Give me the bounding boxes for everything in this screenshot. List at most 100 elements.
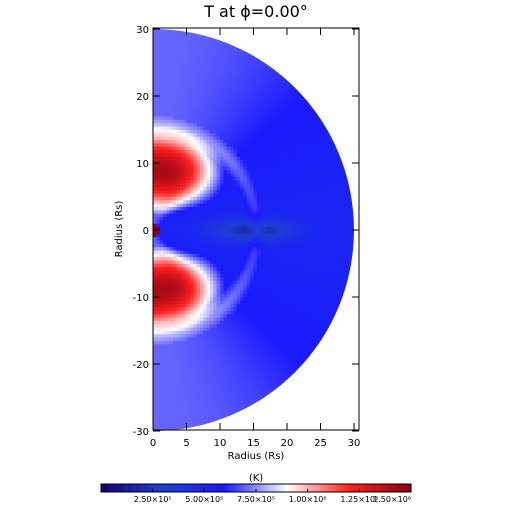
field-cell xyxy=(183,297,187,301)
field-cell xyxy=(209,233,214,238)
field-cell xyxy=(216,196,221,201)
field-cell xyxy=(179,367,184,372)
field-cell xyxy=(159,122,164,127)
field-cell xyxy=(179,65,184,70)
field-cell xyxy=(293,146,298,150)
field-cell xyxy=(213,213,218,217)
field-cell xyxy=(263,173,268,177)
field-cell xyxy=(276,293,281,298)
field-cell xyxy=(179,384,184,388)
field-cell xyxy=(263,96,268,100)
field-cell xyxy=(270,89,274,94)
field-cell xyxy=(243,290,248,295)
field-cell xyxy=(256,290,261,295)
field-cell xyxy=(293,109,298,114)
field-cell xyxy=(193,45,197,50)
field-cell xyxy=(176,300,181,305)
field-cell xyxy=(297,173,301,177)
field-cell xyxy=(186,317,191,321)
field-cell xyxy=(153,85,157,90)
field-cell xyxy=(233,404,238,408)
field-cell xyxy=(209,357,214,362)
field-cell xyxy=(166,390,171,395)
field-cell xyxy=(266,276,271,281)
field-cell xyxy=(176,136,181,140)
field-cell xyxy=(216,243,221,248)
field-cell xyxy=(273,142,278,147)
field-cell xyxy=(203,116,207,120)
field-cell xyxy=(179,377,184,382)
field-cell xyxy=(166,112,171,117)
field-cell xyxy=(193,216,197,221)
field-cell xyxy=(153,400,157,405)
field-cell xyxy=(266,323,271,328)
field-cell xyxy=(176,233,181,238)
field-cell xyxy=(223,387,228,392)
field-cell xyxy=(159,377,164,382)
field-cell xyxy=(203,45,207,50)
field-cell xyxy=(297,250,301,254)
field-cell xyxy=(250,340,254,345)
field-cell xyxy=(256,173,261,177)
field-cell xyxy=(173,122,177,127)
field-cell xyxy=(223,186,228,191)
field-cell xyxy=(243,327,248,331)
field-cell xyxy=(223,169,228,174)
field-cell xyxy=(250,374,254,378)
field-cell xyxy=(287,85,291,90)
field-cell xyxy=(236,169,241,174)
field-cell xyxy=(246,353,251,358)
field-cell xyxy=(199,166,204,171)
field-cell xyxy=(270,69,274,73)
field-cell xyxy=(240,193,244,197)
field-cell xyxy=(263,394,268,398)
field-cell xyxy=(303,283,308,288)
field-cell xyxy=(276,156,281,161)
field-cell xyxy=(179,290,184,295)
field-cell xyxy=(233,290,238,295)
field-cell xyxy=(220,209,224,214)
field-cell xyxy=(166,340,171,345)
field-cell xyxy=(243,82,248,87)
field-cell xyxy=(230,337,234,341)
field-cell xyxy=(186,307,191,311)
field-cell xyxy=(263,384,268,388)
field-cell xyxy=(243,136,248,140)
field-cell xyxy=(266,149,271,154)
field-cell xyxy=(173,337,177,341)
field-cell xyxy=(266,394,271,398)
field-cell xyxy=(246,357,251,362)
field-cell xyxy=(173,206,177,211)
field-cell xyxy=(183,320,187,325)
field-cell xyxy=(293,169,298,174)
field-cell xyxy=(179,270,184,274)
field-cell xyxy=(290,142,295,147)
field-cell xyxy=(283,112,288,117)
field-cell xyxy=(166,199,171,204)
field-cell xyxy=(199,183,204,187)
field-cell xyxy=(209,45,214,50)
field-cell xyxy=(176,400,181,405)
field-cell xyxy=(243,273,248,278)
field-cell xyxy=(179,49,184,53)
field-cell xyxy=(173,300,177,305)
field-cell xyxy=(199,303,204,308)
field-cell xyxy=(209,186,214,191)
field-cell xyxy=(163,136,167,140)
field-cell xyxy=(270,163,274,167)
field-cell xyxy=(263,169,268,174)
field-cell xyxy=(156,286,161,291)
field-cell xyxy=(243,99,248,104)
field-cell xyxy=(243,400,248,405)
field-cell xyxy=(176,260,181,264)
field-cell xyxy=(159,139,164,144)
field-cell xyxy=(209,42,214,47)
field-cell xyxy=(297,219,301,224)
field-cell xyxy=(169,347,174,351)
field-cell xyxy=(236,85,241,90)
field-cell xyxy=(263,276,268,281)
field-cell xyxy=(166,384,171,388)
field-cell xyxy=(283,270,288,274)
field-cell xyxy=(203,119,207,124)
field-cell xyxy=(189,49,194,53)
